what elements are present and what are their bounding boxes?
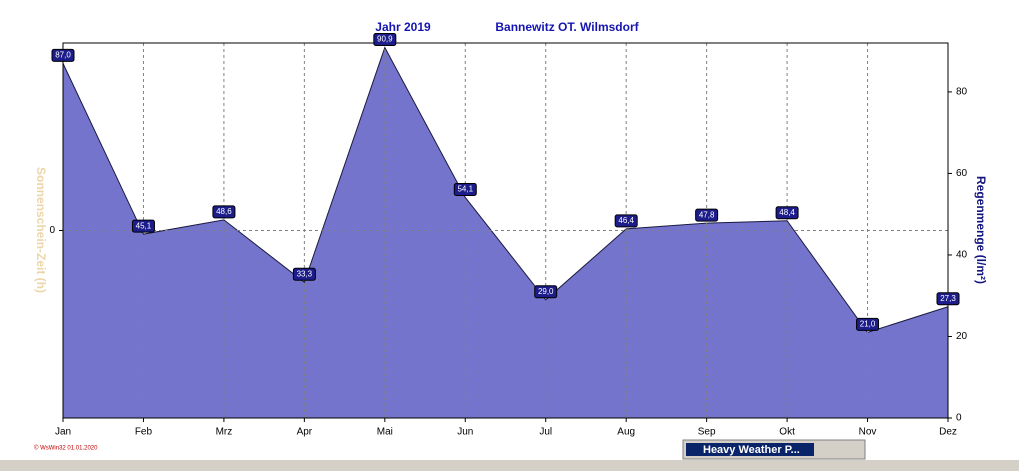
value-label: 48,4 [779, 208, 795, 217]
value-label: 33,3 [297, 269, 313, 278]
value-label: 27,3 [940, 294, 956, 303]
y-tick-label: 0 [49, 225, 55, 236]
x-tick-label: Okt [779, 427, 795, 438]
area [63, 47, 948, 418]
window-titlebar [686, 443, 814, 456]
y2-tick-label: 60 [956, 168, 968, 179]
chart-subtitle: Bannewitz OT. Wilmsdorf [495, 20, 639, 34]
value-label: 45,1 [136, 221, 152, 230]
value-label: 90,9 [377, 35, 393, 44]
value-label-box [534, 285, 558, 299]
x-tick-label: Apr [297, 427, 313, 438]
plot-area [62, 46, 949, 418]
x-tick-label: Feb [135, 427, 153, 438]
x-tick-label: Mai [377, 427, 393, 438]
value-label: 21,0 [860, 320, 876, 329]
x-tick-label: Aug [617, 427, 635, 438]
x-tick-label: Nov [859, 427, 877, 438]
value-label-box [51, 48, 75, 62]
value-label-box [453, 182, 477, 196]
y2-axis-label: Regenmenge (l/m²) [974, 176, 988, 284]
value-label-box [292, 267, 316, 281]
x-tick-label: Jun [457, 427, 473, 438]
y2-tick-label: 80 [956, 87, 968, 98]
value-label-box [373, 32, 397, 46]
x-tick-label: Jan [55, 427, 71, 438]
value-label: 54,1 [457, 185, 473, 194]
value-label: 29,0 [538, 287, 554, 296]
value-label-box [775, 206, 799, 220]
value-label: 48,6 [216, 207, 232, 216]
area-line [62, 46, 949, 333]
x-tick-label: Dez [939, 427, 957, 438]
y2-tick-label: 20 [956, 331, 968, 342]
footer: © WsWin32 01.01.2020 [34, 445, 98, 452]
chart-title: Jahr 2019 [375, 20, 431, 34]
value-label-box [695, 208, 719, 222]
value-label-box [936, 292, 960, 306]
value-label: 46,4 [618, 216, 634, 225]
value-label-box [856, 317, 880, 331]
value-label-box [614, 214, 638, 228]
value-label-box [212, 205, 236, 219]
y2-tick-label: 40 [956, 250, 968, 261]
x-tick-label: Sep [698, 427, 716, 438]
value-label: 47,8 [699, 210, 715, 219]
y2-tick-label: 0 [956, 413, 962, 424]
value-label-box [131, 219, 155, 233]
x-tick-label: Jul [539, 427, 552, 438]
value-label: 87,0 [55, 50, 71, 59]
taskbar [0, 460, 1019, 471]
y-axis-label: Sonnenschein-Zeit (h) [34, 167, 48, 293]
x-tick-label: Mrz [216, 427, 233, 438]
window-title: Heavy Weather P... [703, 444, 800, 456]
